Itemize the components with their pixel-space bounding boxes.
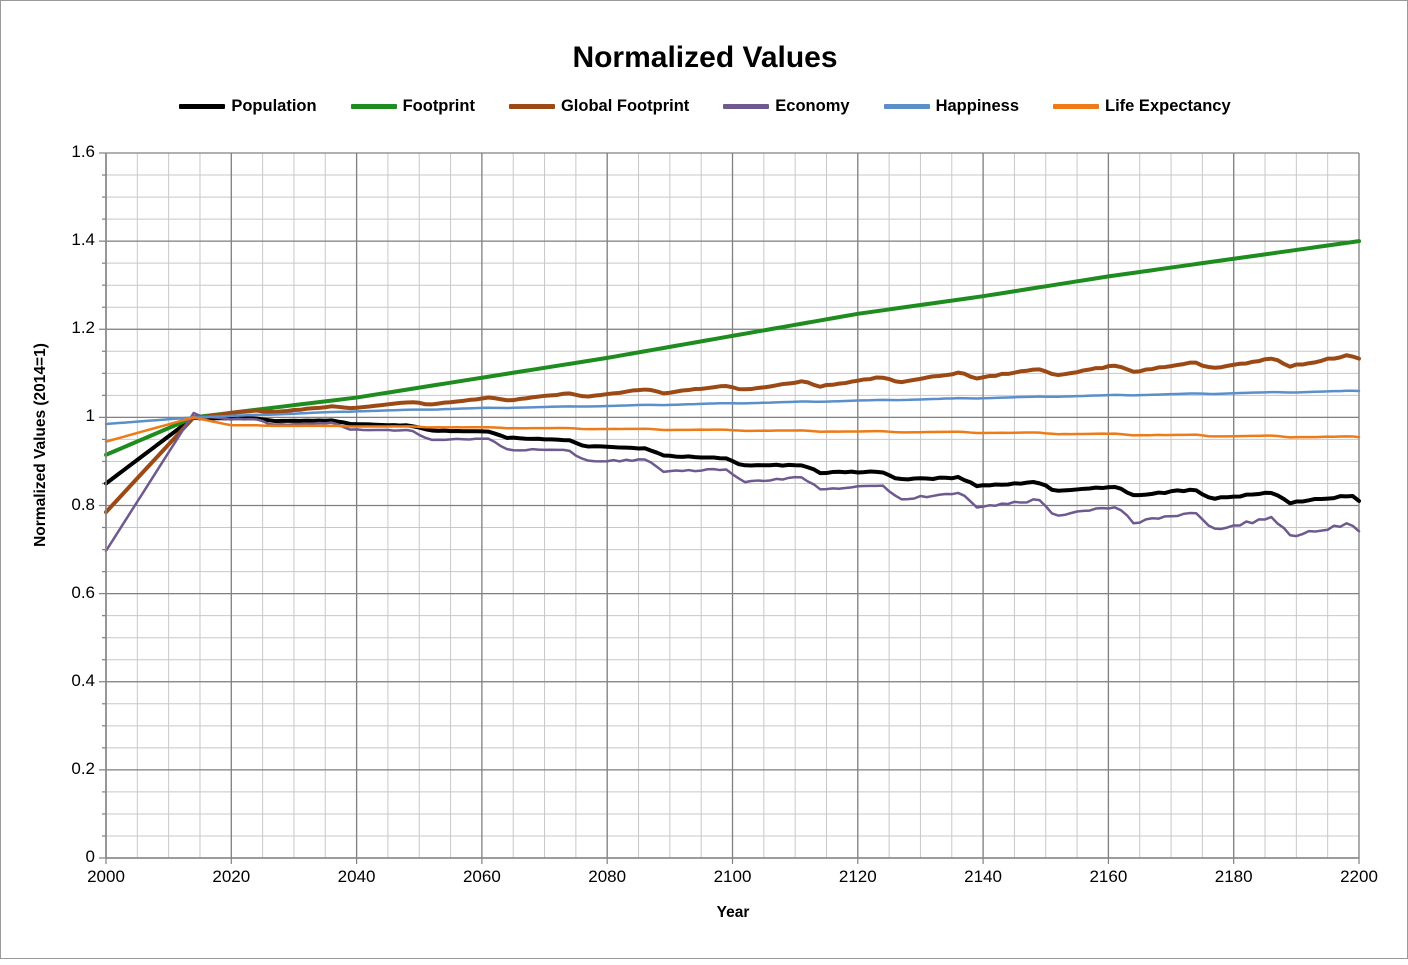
legend-item-life-expectancy[interactable]: Life Expectancy — [1053, 97, 1231, 116]
legend-item-label: Population — [231, 97, 317, 115]
legend-swatch-icon — [1053, 104, 1100, 109]
page-title: Normalized Values — [572, 41, 838, 74]
y-axis-tick-label: 1.4 — [71, 230, 95, 250]
legend-swatch-icon — [883, 104, 930, 109]
x-axis-tick-label: 2040 — [337, 867, 376, 886]
y-axis-tick-label: 1 — [85, 406, 95, 426]
legend-swatch-icon — [350, 104, 397, 109]
legend-item-label: Footprint — [402, 97, 475, 115]
series-line-footprint — [104, 239, 1361, 457]
y-axis-tick-label: 0.2 — [71, 758, 95, 778]
legend-item-label: Economy — [775, 97, 850, 115]
legend-item-global-footprint[interactable]: Global Footprint — [508, 97, 690, 116]
legend-swatch-icon — [508, 104, 555, 109]
legend-item-label: Life Expectancy — [1105, 97, 1231, 115]
y-axis-tick-label: 1.2 — [71, 318, 95, 338]
x-axis-tick-label: 2120 — [838, 867, 877, 886]
x-axis-title: Year — [716, 904, 750, 921]
x-axis-tick-label: 2180 — [1214, 867, 1253, 886]
x-axis-tick-label: 2160 — [1089, 867, 1128, 886]
y-axis-tick-label: 0.6 — [71, 582, 95, 602]
x-axis-tick-label: 2100 — [713, 867, 752, 886]
y-axis-tick-labels: 0 0.2 0.4 0.6 0.8 1 1.2 1.4 1.6 — [23, 1, 95, 960]
x-axis-tick-label: 2200 — [1340, 867, 1378, 886]
legend-swatch-icon — [179, 104, 226, 109]
series-line-happiness — [104, 389, 1361, 426]
x-axis-tick-label: 2000 — [87, 867, 125, 886]
y-axis-tick-label: 0 — [85, 847, 95, 866]
x-axis-tick-label: 2080 — [588, 867, 627, 886]
series-line-economy — [104, 411, 1361, 553]
x-axis-tick-label: 2140 — [964, 867, 1002, 886]
axis-ticks — [99, 152, 1360, 864]
legend-item-economy[interactable]: Economy — [723, 97, 850, 116]
legend-item-population[interactable]: Population — [179, 97, 317, 116]
series-line-global-footprint — [104, 353, 1361, 515]
y-axis-tick-label: 0.4 — [71, 670, 95, 690]
y-axis-title: Normalized Values (2014=1) — [32, 343, 49, 547]
legend-item-label: Global Footprint — [560, 97, 690, 115]
chart-legend: Population Footprint Global Footprint Econo… — [1, 97, 1408, 116]
legend-item-happiness[interactable]: Happiness — [883, 97, 1020, 116]
x-axis-tick-label: 2060 — [462, 867, 501, 886]
legend-item-footprint[interactable]: Footprint — [350, 97, 475, 116]
series-line-life-expectancy — [104, 416, 1361, 443]
y-axis-tick-label: 0.8 — [71, 494, 95, 514]
y-axis-tick-label: 1.6 — [71, 142, 95, 161]
x-axis-tick-label: 2020 — [212, 867, 251, 886]
series-line-population — [104, 415, 1361, 506]
legend-item-label: Happiness — [935, 97, 1020, 115]
legend-swatch-icon — [723, 104, 770, 109]
